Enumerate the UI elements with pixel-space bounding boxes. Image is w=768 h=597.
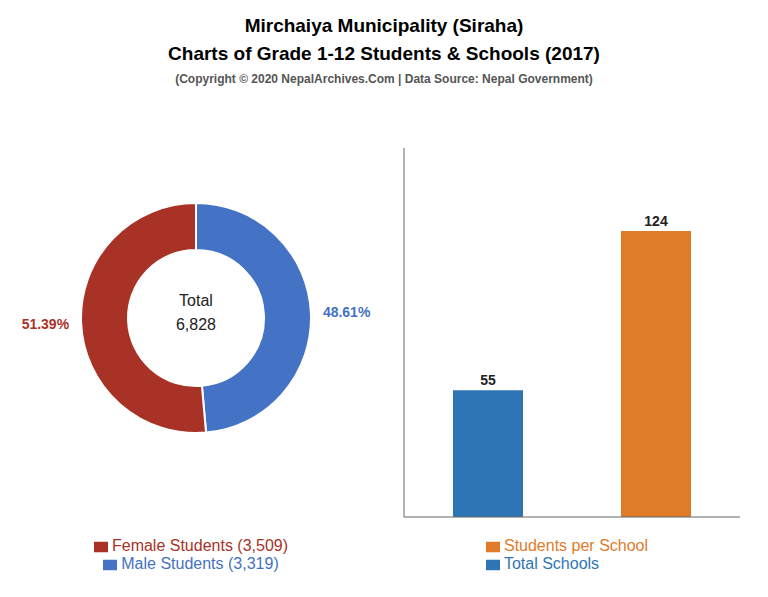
html-text:Female Students (3,509): Female Students (3,509) [112,537,288,554]
html-text:Charts of Grade 1-12 Students: Charts of Grade 1-12 Students & Schools … [168,43,600,64]
svg-text:51.39%: 51.39% [22,316,70,332]
svg-text:124: 124 [644,213,668,229]
html-text:6,828: 6,828 [176,316,216,333]
svg-text:55: 55 [480,372,496,388]
svg-text:48.61%: 48.61% [323,304,371,320]
html-text:Male Students (3,319): Male Students (3,319) [121,555,279,572]
html-text:(Copyright © 2020 NepalArchive: (Copyright © 2020 NepalArchives.Com | Da… [175,72,593,86]
html-text:Total: Total [179,292,213,309]
html-text:Mirchaiya Municipality (Siraha: Mirchaiya Municipality (Siraha) [244,15,524,36]
html-text:Students per School: Students per School [504,537,648,554]
html-text:Total Schools: Total Schools [504,555,600,572]
